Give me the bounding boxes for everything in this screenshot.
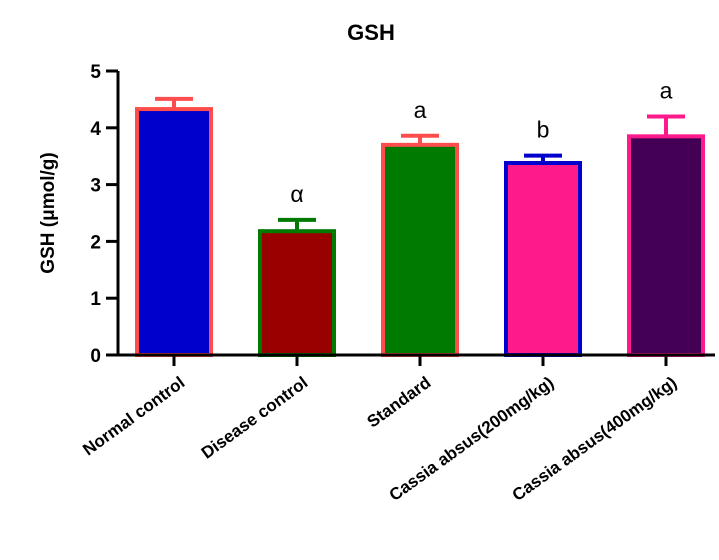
category-labels: Normal control Disease control StandardCas… [79, 373, 680, 505]
chart-title: GSH [347, 20, 395, 45]
significance-label: a [414, 97, 427, 123]
bar [135, 107, 213, 357]
y-tick-label: 2 [90, 232, 101, 253]
x-axis [118, 353, 715, 366]
x-category-label: Standard [364, 373, 435, 432]
bar [504, 161, 582, 357]
bar [258, 229, 336, 357]
bar [381, 142, 459, 357]
x-category-label: Disease control [198, 373, 312, 463]
x-category-label: Normal control [79, 373, 188, 459]
y-tick-label: 1 [90, 289, 101, 310]
y-tick-label: 4 [90, 119, 101, 140]
significance-label: b [537, 117, 550, 143]
y-axis-title: GSH (μmol/g) [38, 152, 59, 273]
significance-label: α [290, 181, 303, 207]
y-tick-label: 0 [90, 346, 101, 367]
bar [627, 134, 705, 357]
y-tick-label: 3 [90, 176, 101, 197]
significance-label: a [660, 77, 673, 103]
bars-group: α a b a [135, 77, 705, 357]
y-axis: 0 1 2 3 4 5 [90, 62, 120, 367]
y-tick-label: 5 [90, 62, 101, 83]
